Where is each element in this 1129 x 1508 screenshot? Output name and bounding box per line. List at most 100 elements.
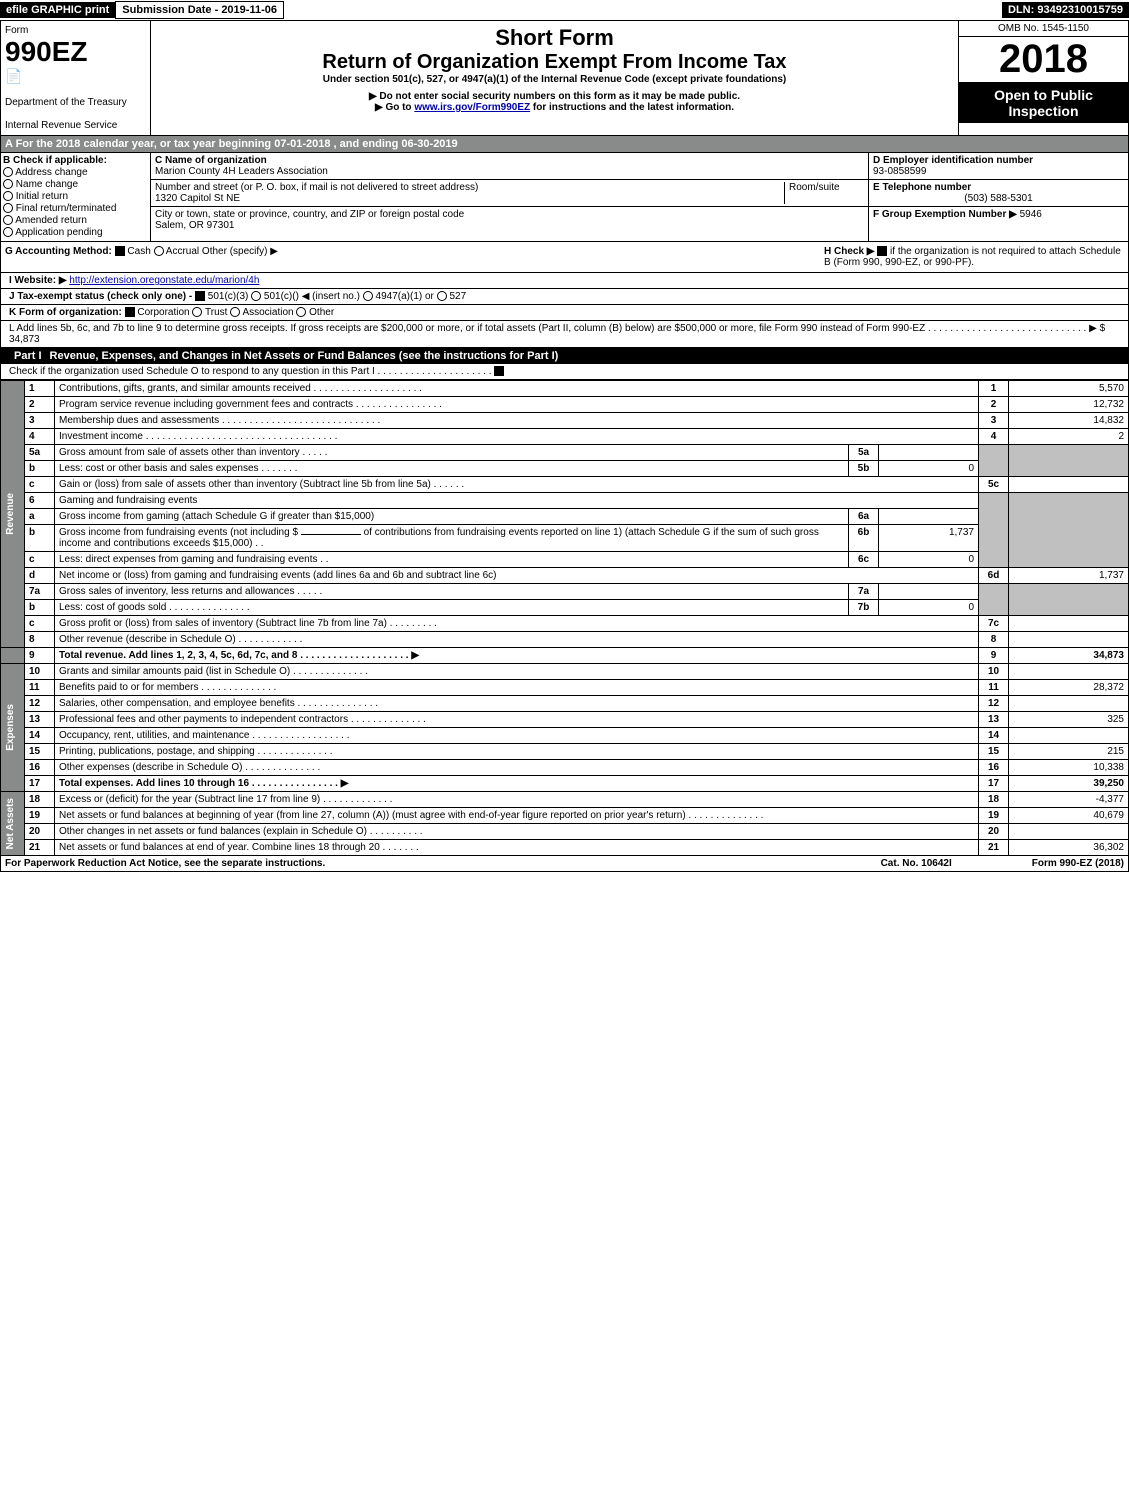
group-label: F Group Exemption Number ▶ [873,209,1017,220]
chk-amended[interactable]: Amended return [3,215,148,226]
line-k: K Form of organization: Corporation Trus… [0,305,1129,321]
l7c-desc: Gross profit or (loss) from sales of inv… [55,616,979,632]
l16-desc: Other expenses (describe in Schedule O) … [55,760,979,776]
l12-amt [1009,696,1129,712]
l20-num: 20 [25,824,55,840]
l7a-desc: Gross sales of inventory, less returns a… [55,584,849,600]
top-bar: efile GRAPHIC print Submission Date - 20… [0,0,1129,20]
form-header: Form 990EZ 📄 Department of the Treasury … [0,20,1129,136]
k-trust[interactable] [192,307,202,317]
j-527[interactable] [437,291,447,301]
l7c-amt [1009,616,1129,632]
website-link[interactable]: http://extension.oregonstate.edu/marion/… [69,275,259,286]
c-name-label: C Name of organization [155,155,864,166]
line-j: J Tax-exempt status (check only one) - 5… [0,289,1129,305]
l18-box: 18 [979,792,1009,808]
l6d-desc: Net income or (loss) from gaming and fun… [55,568,979,584]
l8-box: 8 [979,632,1009,648]
l18-desc: Excess or (deficit) for the year (Subtra… [55,792,979,808]
part1-title: Revenue, Expenses, and Changes in Net As… [50,350,1123,362]
chk-pending[interactable]: Application pending [3,227,148,238]
l2-desc: Program service revenue including govern… [55,397,979,413]
g-cash-check[interactable] [115,246,125,256]
l17-box: 17 [979,776,1009,792]
l3-amt: 14,832 [1009,413,1129,429]
header-right: OMB No. 1545-1150 2018 Open to Public In… [958,21,1128,135]
j-4947[interactable] [363,291,373,301]
row-9: 9 Total revenue. Add lines 1, 2, 3, 4, 5… [1,648,1129,664]
k-assoc[interactable] [230,307,240,317]
goto-link[interactable]: www.irs.gov/Form990EZ [414,102,530,113]
chk-pending-label: Application pending [15,227,102,238]
l10-box: 10 [979,664,1009,680]
ein-value: 93-0858599 [873,166,1124,177]
efile-link[interactable]: efile GRAPHIC print [0,2,115,18]
l5b-sb: 5b [849,461,879,477]
l5-shade [979,445,1009,477]
chk-name-label: Name change [16,179,78,190]
period-begin: 07-01-2018 [274,138,330,150]
l3-desc: Membership dues and assessments . . . . … [55,413,979,429]
l5c-desc: Gain or (loss) from sale of assets other… [55,477,979,493]
row-5a: 5a Gross amount from sale of assets othe… [1,445,1129,461]
room-label: Room/suite [784,182,864,204]
l19-box: 19 [979,808,1009,824]
row-7a: 7a Gross sales of inventory, less return… [1,584,1129,600]
part1-header: Part I Revenue, Expenses, and Changes in… [0,348,1129,364]
l6c-desc: Less: direct expenses from gaming and fu… [55,552,849,568]
l5c-num: c [25,477,55,493]
l6a-num: a [25,509,55,525]
row-18: Net Assets 18 Excess or (deficit) for th… [1,792,1129,808]
l6d-box: 6d [979,568,1009,584]
k-corp[interactable] [125,307,135,317]
g-accrual-check[interactable] [154,246,164,256]
l4-num: 4 [25,429,55,445]
l2-num: 2 [25,397,55,413]
h-check[interactable] [877,246,887,256]
l6b-desc: Gross income from fundraising events (no… [55,525,849,552]
chk-final[interactable]: Final return/terminated [3,203,148,214]
row-12: 12 Salaries, other compensation, and emp… [1,696,1129,712]
l6b-sa: 1,737 [879,525,979,552]
chk-address-label: Address change [15,167,87,178]
l-text: L Add lines 5b, 6c, and 7b to line 9 to … [9,323,1097,334]
chk-name[interactable]: Name change [3,179,148,190]
dln: DLN: 93492310015759 [1002,2,1129,18]
chk-address[interactable]: Address change [3,167,148,178]
l7-shade [979,584,1009,616]
b-label: B Check if applicable: [3,155,148,166]
l13-amt: 325 [1009,712,1129,728]
l14-box: 14 [979,728,1009,744]
l11-num: 11 [25,680,55,696]
k-other[interactable] [296,307,306,317]
l2-amt: 12,732 [1009,397,1129,413]
short-form-title: Short Form [155,25,954,51]
row-1: Revenue 1 Contributions, gifts, grants, … [1,381,1129,397]
l11-desc: Benefits paid to or for members . . . . … [55,680,979,696]
rev-end [1,648,25,664]
h-label: H Check ▶ [824,246,874,257]
ein-label: D Employer identification number [873,155,1124,166]
l6a-desc: Gross income from gaming (attach Schedul… [55,509,849,525]
l13-num: 13 [25,712,55,728]
c-city-cell: City or town, state or province, country… [151,207,868,233]
dept-treasury: Department of the Treasury [5,97,146,108]
row-19: 19 Net assets or fund balances at beginn… [1,808,1129,824]
l7b-num: b [25,600,55,616]
l7a-sa [879,584,979,600]
footer-mid: Cat. No. 10642I [881,858,952,869]
l5a-num: 5a [25,445,55,461]
l3-num: 3 [25,413,55,429]
chk-initial[interactable]: Initial return [3,191,148,202]
j-501c[interactable] [251,291,261,301]
check-o-box[interactable] [494,366,504,376]
l9-num: 9 [25,648,55,664]
j-501c3[interactable] [195,291,205,301]
row-7c: c Gross profit or (loss) from sales of i… [1,616,1129,632]
city-value: Salem, OR 97301 [155,220,864,231]
l6d-num: d [25,568,55,584]
g-cash: Cash [127,246,150,257]
l6a-sa [879,509,979,525]
row-5b: b Less: cost or other basis and sales ex… [1,461,1129,477]
row-14: 14 Occupancy, rent, utilities, and maint… [1,728,1129,744]
